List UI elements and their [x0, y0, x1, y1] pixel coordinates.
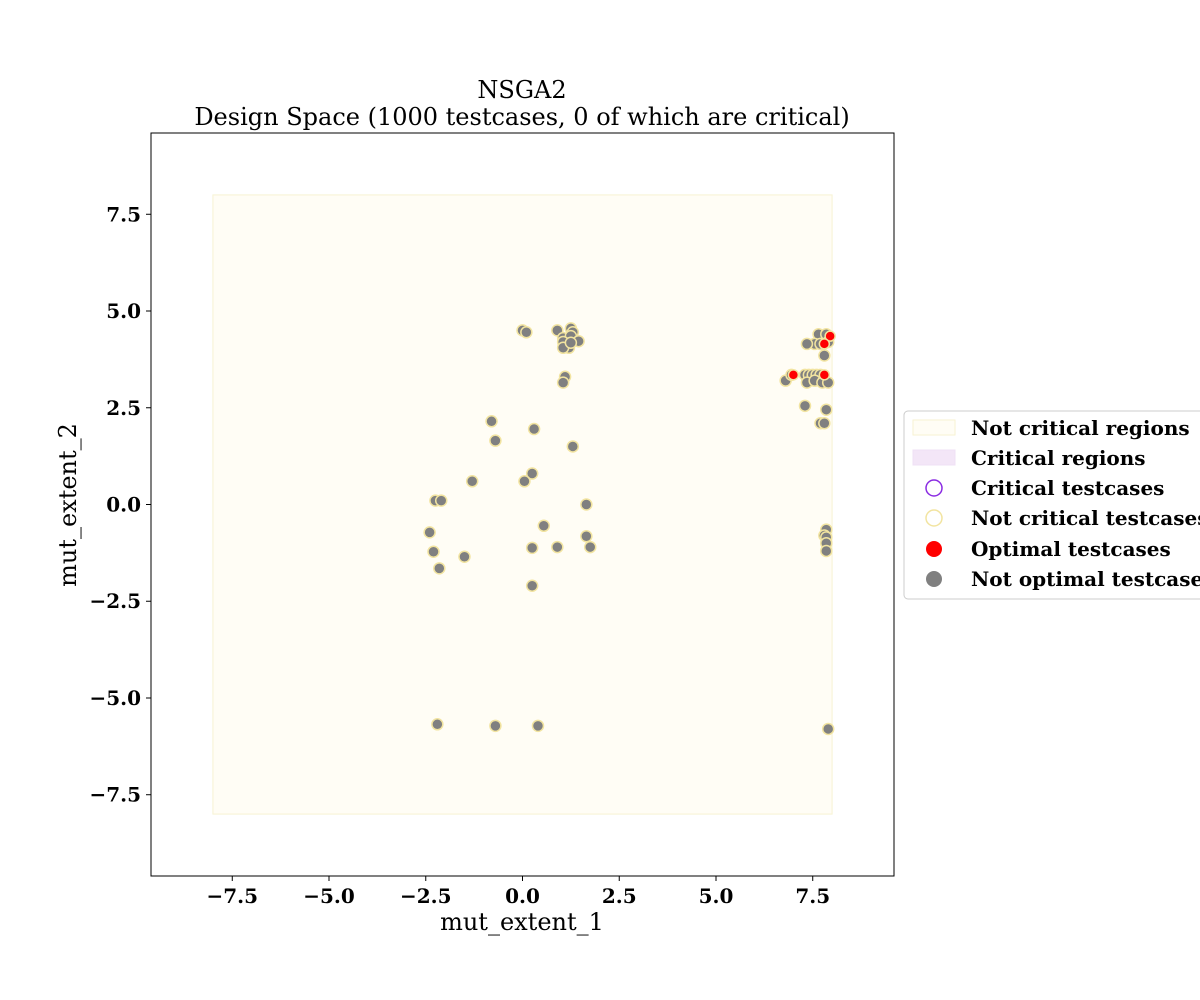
legend-label-critical-regions: Critical regions — [971, 446, 1146, 470]
legend-marker-not-optimal-testcases — [926, 571, 942, 587]
not-optimal-testcase-point — [431, 718, 444, 731]
not-optimal-testcase-point — [458, 550, 471, 563]
legend-label-not-optimal-testcases: Not optimal testcases — [971, 567, 1200, 591]
legend-box — [903, 410, 1200, 600]
chart-subtitle: Design Space (1000 testcases, 0 of which… — [194, 103, 849, 131]
not-optimal-testcase-point — [427, 545, 440, 558]
legend-label-critical-testcases: Critical testcases — [971, 476, 1164, 500]
legend-label-optimal-testcases: Optimal testcases — [971, 537, 1171, 561]
x-axis-ticks: −7.5 −5.0 −2.5 0.0 2.5 5.0 7.5 — [206, 876, 830, 908]
legend: Not critical regions Critical regions Cr… — [903, 410, 1200, 600]
not-optimal-testcase-point — [531, 719, 545, 733]
y-tick-label: 7.5 — [106, 202, 141, 226]
y-tick-label: 5.0 — [106, 299, 141, 323]
not-optimal-testcase-point — [489, 434, 502, 447]
not-optimal-testcase-point — [433, 562, 446, 575]
not-optimal-testcase-point — [820, 403, 833, 416]
not-optimal-testcase-point — [818, 416, 831, 430]
not-optimal-testcase-point — [798, 399, 812, 413]
x-tick-label: 0.0 — [505, 884, 540, 908]
y-tick-label: −2.5 — [89, 589, 141, 613]
not-optimal-testcase-point — [551, 540, 564, 554]
not-optimal-testcase-point — [580, 529, 593, 543]
not-optimal-testcase-point — [434, 494, 448, 507]
not-optimal-testcase-point — [800, 337, 814, 351]
legend-swatch-not-critical-regions — [912, 419, 956, 436]
points-layer — [423, 322, 836, 736]
not-optimal-testcase-point — [820, 544, 833, 558]
y-axis-label: mut_extent_2 — [54, 423, 82, 587]
optimal-testcase-point — [824, 330, 836, 342]
not-optimal-testcase-point — [423, 526, 436, 539]
legend-marker-optimal-testcases — [926, 541, 942, 557]
not-optimal-testcase-point — [566, 440, 580, 453]
not-optimal-testcase-point — [489, 719, 502, 733]
y-tick-label: −7.5 — [89, 783, 141, 807]
not-optimal-testcase-point — [821, 722, 835, 736]
not-optimal-testcase-point — [485, 415, 498, 428]
legend-label-not-critical-regions: Not critical regions — [971, 416, 1190, 440]
optimal-testcase-point — [818, 369, 831, 381]
x-tick-label: 7.5 — [795, 884, 830, 908]
chart-title: NSGA2 — [477, 76, 566, 104]
x-tick-label: −5.0 — [303, 884, 355, 908]
not-optimal-testcase-point — [537, 519, 551, 533]
y-axis-ticks: 7.5 5.0 2.5 0.0 −2.5 −5.0 −7.5 — [89, 202, 151, 807]
optimal-testcase-point — [818, 338, 831, 350]
not-optimal-testcase-point — [527, 422, 541, 436]
y-tick-label: 0.0 — [106, 493, 141, 517]
optimal-testcase-point — [787, 369, 800, 381]
legend-label-not-critical-testcases: Not critical testcases — [971, 506, 1200, 530]
x-tick-label: −2.5 — [400, 884, 452, 908]
legend-swatch-critical-regions — [912, 449, 956, 466]
not-optimal-testcase-point — [818, 349, 831, 362]
not-optimal-testcase-point — [465, 475, 479, 488]
not-optimal-testcase-point — [525, 467, 539, 480]
y-tick-label: −5.0 — [89, 686, 141, 710]
not-optimal-testcase-point — [520, 326, 533, 339]
x-tick-label: −7.5 — [206, 884, 258, 908]
not-optimal-testcase-point — [556, 376, 570, 389]
not-optimal-testcase-point — [518, 475, 531, 488]
x-axis-label: mut_extent_1 — [440, 908, 604, 936]
not-optimal-testcase-point — [525, 541, 539, 555]
not-optimal-testcase-point — [564, 336, 578, 349]
x-tick-label: 2.5 — [602, 884, 637, 908]
legend-marker-critical-testcases — [925, 479, 943, 497]
legend-marker-not-critical-testcases — [925, 509, 943, 527]
x-tick-label: 5.0 — [699, 884, 734, 908]
y-tick-label: 2.5 — [106, 396, 141, 420]
not-critical-region — [212, 194, 833, 815]
not-optimal-testcase-point — [580, 498, 593, 511]
not-optimal-testcase-point — [525, 579, 539, 593]
not-optimal-testcase-point — [583, 540, 597, 554]
